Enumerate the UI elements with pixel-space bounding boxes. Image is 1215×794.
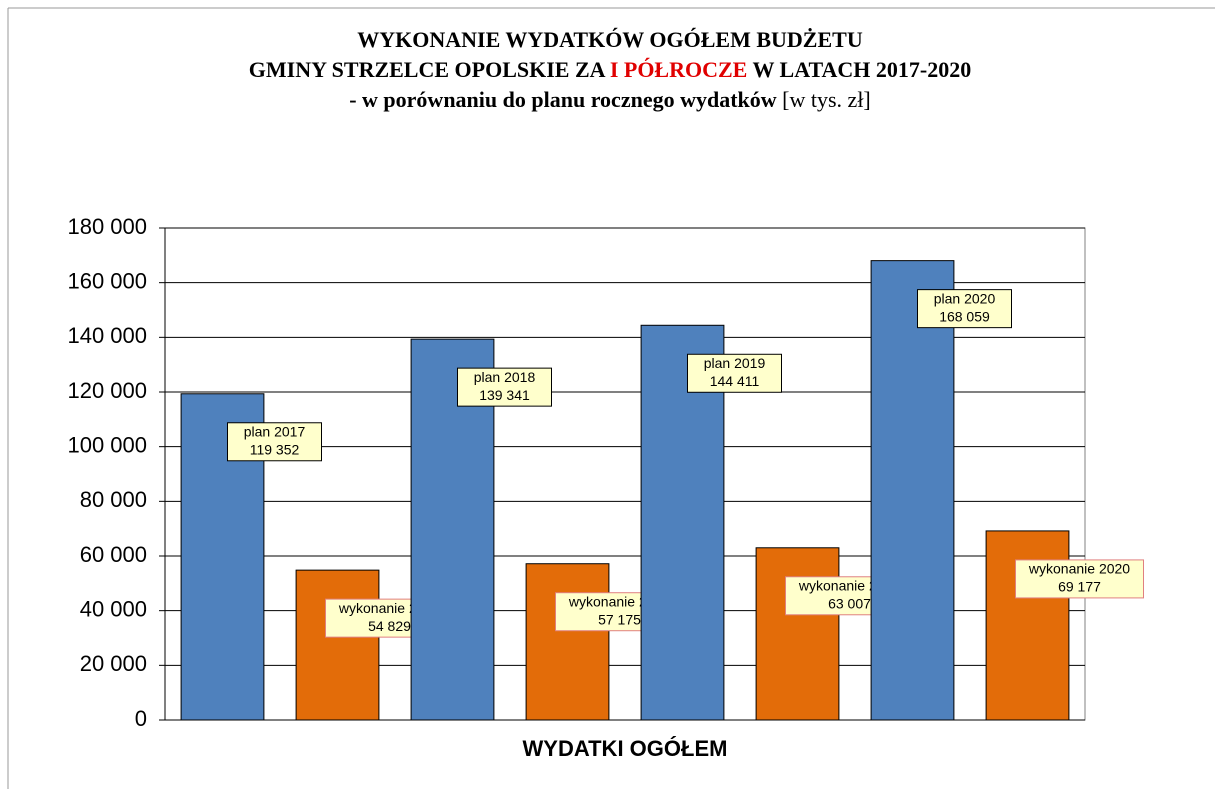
data-label: 139 341 [479,387,530,403]
bar [870,260,955,721]
y-tick-label: 100 000 [67,432,147,457]
x-axis-label: WYDATKI OGÓŁEM [523,736,728,761]
y-tick-label: 60 000 [80,542,147,567]
data-label: 144 411 [710,373,760,389]
title-part: W LATACH 2017-2020 [747,57,971,82]
subtitle-part: - w porównaniu do planu rocznego wydatkó… [349,87,782,112]
data-label: 54 829 [368,618,411,634]
label-name: plan 2020 [934,290,996,306]
label-name: plan 2017 [244,423,306,439]
y-tick-label: 160 000 [67,268,147,293]
label-box [687,353,782,393]
y-tick-label: 40 000 [80,596,147,621]
label-box [227,422,322,462]
title-part: GMINY STRZELCE OPOLSKIE ZA [249,57,610,82]
y-tick-label: 120 000 [67,378,147,403]
bar [295,569,380,721]
bar [755,547,840,721]
data-label: 168 059 [939,308,990,324]
y-tick-label: 80 000 [80,487,147,512]
title-highlight: I PÓŁROCZE [610,57,748,82]
bar [985,530,1070,721]
data-label: 63 007 [828,595,871,611]
bar [525,563,610,721]
label-name: plan 2018 [474,369,536,385]
label-box [1015,559,1144,599]
data-label: 119 352 [250,441,300,457]
data-label: 57 175 [598,611,641,627]
label-name: plan 2019 [704,355,766,371]
y-tick-label: 0 [135,706,147,731]
label-name: wykonanie 2020 [1028,561,1130,577]
chart-title: GMINY STRZELCE OPOLSKIE ZA I PÓŁROCZE W … [249,57,971,82]
data-label: 69 177 [1058,579,1101,595]
y-tick-label: 20 000 [80,651,147,676]
chart-title: WYKONANIE WYDATKÓW OGÓŁEM BUDŻETU [357,27,863,52]
label-box [457,367,552,407]
label-box [917,289,1012,329]
chart-subtitle: - w porównaniu do planu rocznego wydatkó… [349,87,871,112]
y-tick-label: 180 000 [67,214,147,239]
y-tick-label: 140 000 [67,323,147,348]
subtitle-unit: [w tys. zł] [782,87,871,112]
